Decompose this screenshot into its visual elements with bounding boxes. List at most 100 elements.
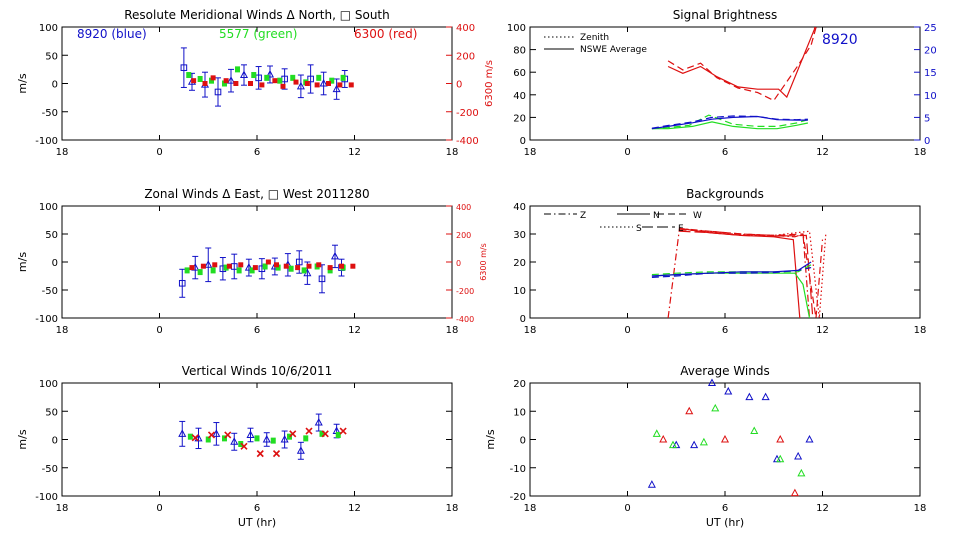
average-red-point xyxy=(685,406,694,415)
vertical-y-tick-label: -100 xyxy=(35,492,58,503)
meridional-red-point xyxy=(223,78,229,84)
average-title: Average Winds xyxy=(680,364,770,378)
zonal-green-point xyxy=(262,263,268,270)
zonal-red-point xyxy=(350,263,356,269)
brightness-y-tick-label: 40 xyxy=(513,91,526,102)
average-red-point xyxy=(720,434,730,443)
zonal-blue-point xyxy=(204,260,213,268)
vertical-red-point xyxy=(240,442,248,450)
zonal-green-point xyxy=(288,265,294,272)
brightness-x-tick-label: 6 xyxy=(722,147,728,158)
backgrounds-y-tick-label: 0 xyxy=(520,314,526,325)
meridional-y-tick-label: 100 xyxy=(39,23,58,34)
meridional-x-tick-label: 12 xyxy=(348,147,361,158)
vertical-green-point xyxy=(205,436,211,443)
zonal-red-point xyxy=(306,263,312,269)
brightness-right-tick-label: 25 xyxy=(924,23,937,34)
average-blue-point xyxy=(761,392,770,401)
backgrounds-blue-solid-line xyxy=(651,261,812,277)
zonal-y-tick-label: -50 xyxy=(42,286,58,297)
backgrounds-x-tick-label: 12 xyxy=(816,325,829,336)
meridional-right-tick-label: 200 xyxy=(456,51,475,62)
vertical-green-point xyxy=(303,435,309,442)
average-plot-frame xyxy=(529,382,921,497)
zonal-y-tick-label: 50 xyxy=(45,230,58,241)
meridional-green-point xyxy=(277,77,283,84)
zonal-red-point xyxy=(226,263,232,269)
meridional-right-tick-label: -200 xyxy=(456,108,479,119)
vertical-red-point xyxy=(339,427,347,435)
brightness-y-tick-label: 100 xyxy=(507,23,526,34)
meridional-y-tick-label: -100 xyxy=(35,136,58,147)
vertical-x-tick-label: 18 xyxy=(446,503,459,514)
average-y-tick-label: -20 xyxy=(510,492,526,503)
meridional-x-tick-label: 18 xyxy=(56,147,69,158)
average-x-tick-label: 12 xyxy=(816,503,829,514)
legend-zenith-label: Zenith xyxy=(580,33,609,43)
vertical-y-tick-label: 50 xyxy=(45,407,58,418)
brightness-green-solid-line xyxy=(651,121,809,130)
backgrounds-plot-frame xyxy=(529,205,921,319)
average-green-point xyxy=(750,426,759,435)
zonal-title: Zonal Winds Δ East, □ West 2011280 xyxy=(144,187,369,201)
average-y-tick-label: 20 xyxy=(513,379,526,390)
meridional-green-point xyxy=(264,74,270,81)
average-y-tick-label: 0 xyxy=(520,436,526,447)
vertical-blue-point xyxy=(246,430,255,438)
meridional-red-point xyxy=(259,82,265,88)
meridional-plot-frame xyxy=(61,26,453,141)
vertical-blue-point xyxy=(194,433,203,442)
backgrounds-red-longdash-line xyxy=(679,230,814,318)
meridional-x-tick-label: 18 xyxy=(446,147,459,158)
zonal-y-axis-label: m/s xyxy=(16,252,29,272)
average-green-point xyxy=(699,437,708,446)
meridional-title: Resolute Meridional Winds Δ North, □ Sou… xyxy=(124,8,390,22)
vertical-blue-point xyxy=(314,417,323,426)
average-green-point xyxy=(652,429,661,437)
vertical-y-tick-label: 100 xyxy=(39,379,58,390)
backgrounds-blue-dashed-line xyxy=(651,267,812,278)
average-red-point xyxy=(790,488,799,497)
brightness-y-tick-label: 80 xyxy=(513,46,526,57)
legend-green-5577: 5577 (green) xyxy=(219,27,297,41)
zonal-x-tick-label: 18 xyxy=(446,325,459,336)
vertical-x-tick-label: 0 xyxy=(156,503,162,514)
meridional-red-point xyxy=(280,83,286,89)
brightness-right-tick-label: 5 xyxy=(924,113,930,124)
zonal-green-point xyxy=(327,267,333,274)
average-blue-point xyxy=(647,480,656,488)
meridional-x-tick-label: 6 xyxy=(254,147,260,158)
zonal-green-point xyxy=(275,264,281,271)
backgrounds-y-tick-label: 20 xyxy=(513,258,526,269)
average-x-tick-label: 6 xyxy=(722,503,728,514)
meridional-green-point xyxy=(197,75,203,82)
vertical-title: Vertical Winds 10/6/2011 xyxy=(182,364,333,378)
vertical-y-tick-label: -50 xyxy=(42,464,58,475)
zonal-green-point xyxy=(301,267,307,274)
backgrounds-x-tick-label: 18 xyxy=(914,325,927,336)
backgrounds-red-dotted-line xyxy=(679,227,827,318)
backgrounds-x-tick-label: 18 xyxy=(524,325,537,336)
zonal-right-tick-label: 400 xyxy=(456,203,471,212)
zonal-x-tick-label: 0 xyxy=(156,325,162,336)
zonal-right-tick-label: -200 xyxy=(456,287,474,296)
brightness-x-tick-label: 18 xyxy=(524,147,537,158)
meridional-blue-point xyxy=(307,75,314,83)
brightness-red-dashed-line xyxy=(667,27,817,102)
vertical-red-point xyxy=(191,434,199,442)
vertical-red-point xyxy=(289,430,297,438)
meridional-right-tick-label: 400 xyxy=(456,23,475,34)
average-blue-point xyxy=(805,434,814,443)
brightness-title: Signal Brightness xyxy=(673,8,778,22)
backgrounds-x-tick-label: 0 xyxy=(624,325,630,336)
average-x-axis-label: UT (hr) xyxy=(706,516,744,529)
meridional-green-point xyxy=(251,72,257,79)
meridional-y-tick-label: 50 xyxy=(45,51,58,62)
brightness-x-tick-label: 0 xyxy=(624,147,630,158)
backgrounds-green-solid-line xyxy=(651,272,811,318)
average-red-point xyxy=(659,434,668,443)
meridional-green-point xyxy=(316,74,322,81)
zonal-red-point xyxy=(238,262,244,268)
zonal-green-point xyxy=(223,264,229,271)
